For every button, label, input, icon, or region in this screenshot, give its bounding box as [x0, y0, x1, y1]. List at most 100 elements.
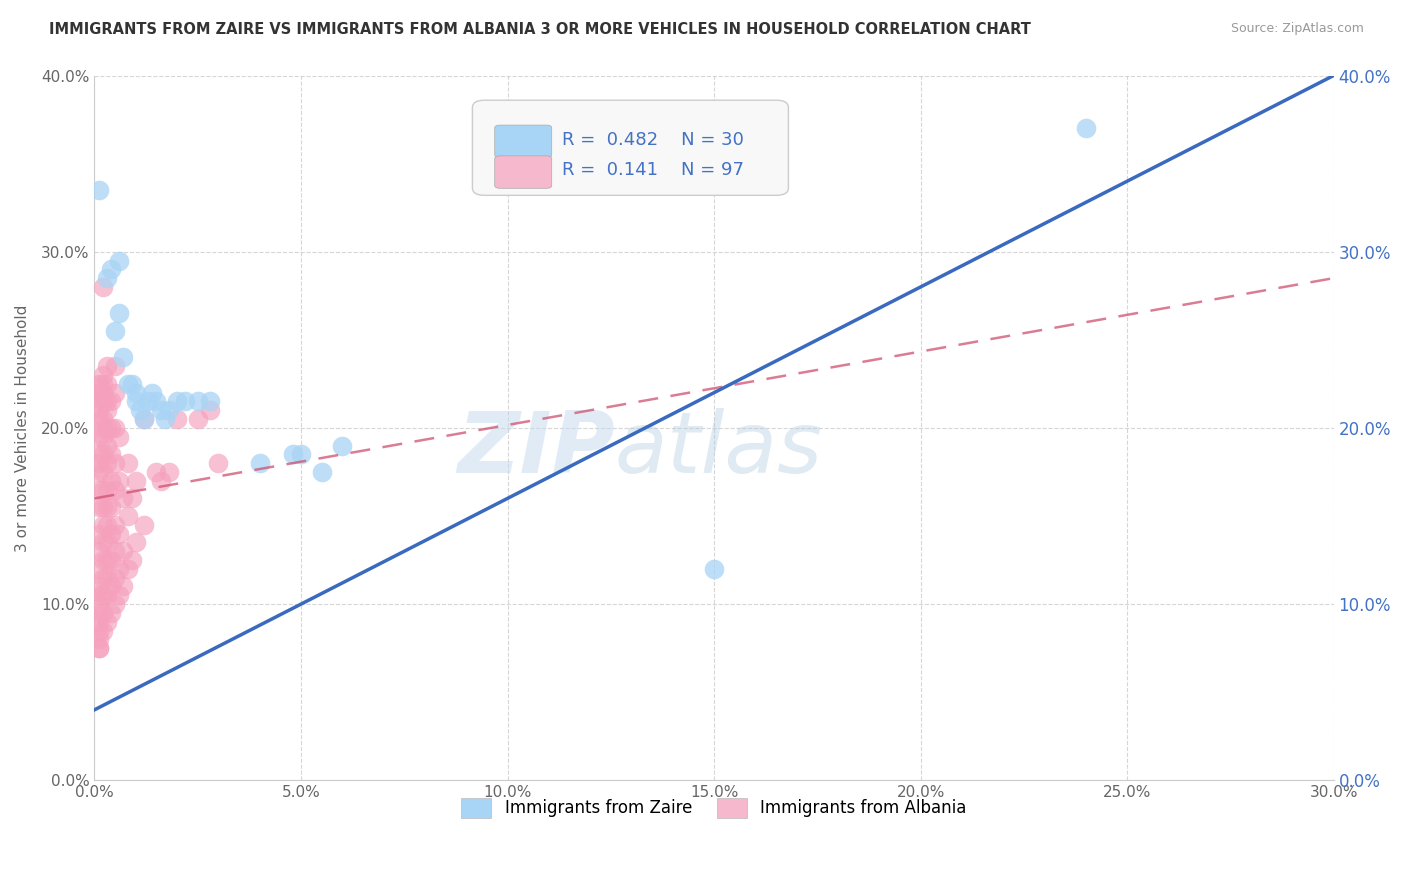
Point [91, 606, 114, 620]
Point [87, 500, 110, 515]
Point [87, 447, 110, 461]
Point [100, 474, 122, 488]
Point [1074, 121, 1097, 136]
Point [104, 359, 127, 374]
Point [91, 483, 114, 497]
Text: Source: ZipAtlas.com: Source: ZipAtlas.com [1230, 22, 1364, 36]
Point [87, 615, 110, 629]
Point [129, 403, 152, 417]
Text: IMMIGRANTS FROM ZAIRE VS IMMIGRANTS FROM ALBANIA 3 OR MORE VEHICLES IN HOUSEHOLD: IMMIGRANTS FROM ZAIRE VS IMMIGRANTS FROM… [49, 22, 1031, 37]
Point [330, 438, 353, 452]
Point [91, 385, 114, 400]
Point [207, 456, 229, 470]
Point [117, 562, 139, 576]
Point [87, 376, 110, 391]
Point [108, 253, 131, 268]
Point [100, 500, 122, 515]
Point [91, 553, 114, 567]
Point [117, 508, 139, 523]
Point [112, 544, 135, 558]
Y-axis label: 3 or more Vehicles in Household: 3 or more Vehicles in Household [15, 304, 30, 551]
Point [104, 544, 127, 558]
Point [96, 615, 118, 629]
Point [121, 553, 143, 567]
FancyBboxPatch shape [495, 125, 551, 158]
Point [100, 262, 122, 277]
Point [91, 447, 114, 461]
Point [198, 403, 221, 417]
Point [108, 306, 131, 320]
Point [96, 571, 118, 585]
Point [96, 438, 118, 452]
Point [108, 562, 131, 576]
Point [91, 376, 114, 391]
Point [149, 474, 172, 488]
Point [87, 526, 110, 541]
Point [87, 385, 110, 400]
Point [91, 571, 114, 585]
Point [104, 597, 127, 611]
Point [117, 456, 139, 470]
Point [100, 553, 122, 567]
Point [100, 579, 122, 593]
Point [104, 456, 127, 470]
Point [108, 474, 131, 488]
Point [96, 394, 118, 409]
Point [281, 447, 304, 461]
Point [187, 394, 209, 409]
Point [96, 535, 118, 549]
Point [100, 606, 122, 620]
Point [145, 465, 167, 479]
Point [136, 394, 159, 409]
Point [87, 588, 110, 602]
Point [96, 403, 118, 417]
Point [117, 376, 139, 391]
Point [96, 517, 118, 532]
Point [96, 359, 118, 374]
Point [87, 624, 110, 638]
Text: ZIP: ZIP [457, 408, 614, 491]
Point [87, 430, 110, 444]
Text: atlas: atlas [614, 408, 823, 491]
Point [100, 447, 122, 461]
Point [166, 412, 188, 426]
Point [91, 280, 114, 294]
Point [100, 421, 122, 435]
Point [91, 624, 114, 638]
Point [96, 588, 118, 602]
Point [87, 632, 110, 647]
Point [87, 641, 110, 656]
Text: R =  0.141    N = 97: R = 0.141 N = 97 [561, 161, 744, 179]
Point [91, 535, 114, 549]
Point [132, 412, 155, 426]
Point [166, 394, 188, 409]
Point [91, 517, 114, 532]
Point [132, 517, 155, 532]
Point [108, 526, 131, 541]
Point [145, 394, 167, 409]
Point [100, 394, 122, 409]
Point [104, 324, 127, 338]
Text: R =  0.482    N = 30: R = 0.482 N = 30 [561, 130, 744, 149]
Point [108, 430, 131, 444]
Point [87, 403, 110, 417]
Point [100, 526, 122, 541]
Point [174, 394, 197, 409]
Point [290, 447, 312, 461]
Point [125, 535, 148, 549]
Point [96, 376, 118, 391]
Point [153, 412, 176, 426]
Point [125, 385, 148, 400]
Point [96, 421, 118, 435]
Point [91, 421, 114, 435]
Legend: Immigrants from Zaire, Immigrants from Albania: Immigrants from Zaire, Immigrants from A… [454, 791, 973, 825]
Point [87, 641, 110, 656]
Point [91, 412, 114, 426]
Point [87, 606, 110, 620]
Point [141, 385, 163, 400]
Point [157, 465, 180, 479]
Point [91, 430, 114, 444]
Point [112, 579, 135, 593]
Point [96, 553, 118, 567]
Point [703, 562, 725, 576]
